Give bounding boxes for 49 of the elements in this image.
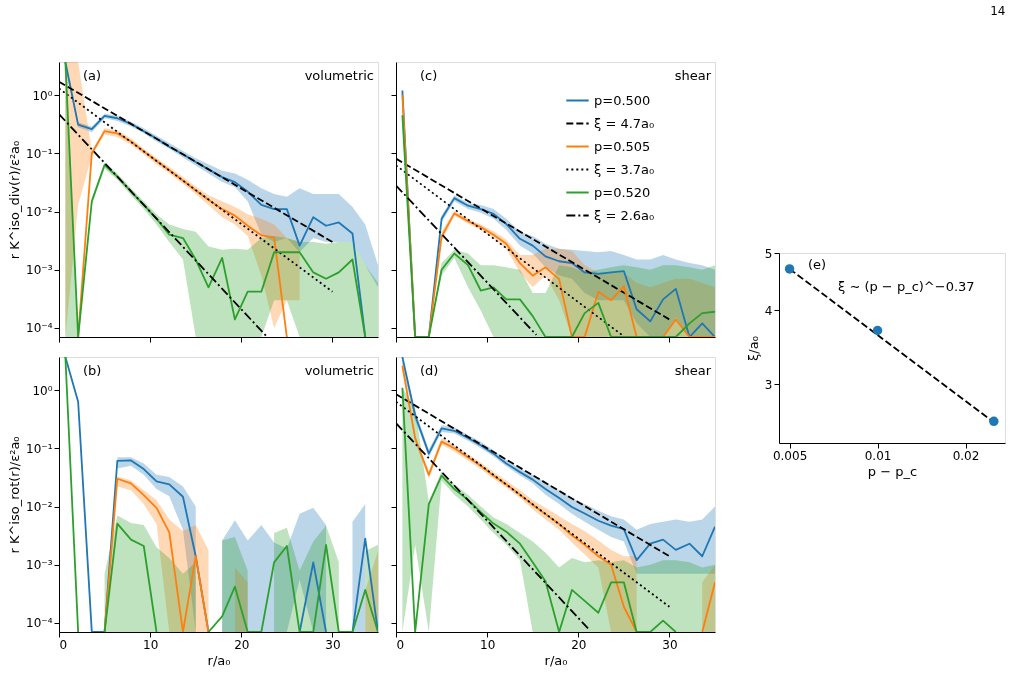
y-tick-label: 10⁻⁴ bbox=[26, 616, 53, 631]
x-tick-label: 10 bbox=[480, 637, 496, 652]
y-axis-title: r K^iso_rot(r)/ε²a₀ bbox=[7, 436, 23, 554]
x-tick-label: 0.02 bbox=[952, 448, 980, 463]
x-tick-label: 30 bbox=[662, 637, 678, 652]
y-tick-label: 10⁻² bbox=[26, 500, 53, 515]
annotation: shear bbox=[674, 68, 712, 83]
legend-label: ξ = 3.7a₀ bbox=[594, 161, 655, 177]
x-tick-label: 20 bbox=[234, 637, 250, 652]
y-tick-label: 5 bbox=[764, 246, 773, 261]
annotation: (a) bbox=[83, 68, 102, 83]
y-tick-label: 10⁻¹ bbox=[26, 441, 53, 456]
y-tick-label: 10⁻³ bbox=[26, 263, 53, 278]
x-tick-label: 0 bbox=[59, 637, 68, 652]
y-tick-label: 10⁰ bbox=[32, 383, 53, 398]
y-axis-title: r K^iso_div(r)/ε²a₀ bbox=[7, 140, 23, 260]
annotation: (e) bbox=[808, 257, 827, 272]
x-axis-title: p − p_c bbox=[867, 463, 918, 479]
annotation: (d) bbox=[420, 363, 439, 378]
annotation: shear bbox=[674, 363, 712, 378]
x-axis-title: r/a₀ bbox=[544, 652, 568, 668]
x-tick-label: 0 bbox=[396, 637, 405, 652]
y-axis-title: ξ/a₀ bbox=[745, 336, 761, 361]
x-tick-label: 30 bbox=[325, 637, 341, 652]
text: 14 bbox=[990, 3, 1006, 18]
legend-label: p=0.500 bbox=[594, 92, 651, 108]
y-tick-label: 10⁻¹ bbox=[26, 146, 53, 161]
annotation: volumetric bbox=[304, 68, 374, 83]
annotation: volumetric bbox=[304, 363, 374, 378]
x-tick-label: 20 bbox=[571, 637, 587, 652]
y-tick-label: 10⁻² bbox=[26, 205, 53, 220]
y-tick-label: 10⁻⁴ bbox=[26, 321, 53, 336]
x-axis-title: r/a₀ bbox=[207, 652, 231, 668]
y-tick-label: 10⁻³ bbox=[26, 558, 53, 573]
annotation: (c) bbox=[420, 68, 438, 83]
legend-label: p=0.520 bbox=[594, 184, 651, 200]
legend-label: p=0.505 bbox=[594, 138, 651, 154]
annotation: ξ ∼ (p − p_c)^−0.37 bbox=[838, 279, 975, 294]
line-series bbox=[77, 130, 288, 337]
y-tick-label: 3 bbox=[764, 377, 773, 392]
x-tick-label: 0.01 bbox=[864, 448, 892, 463]
annotation: (b) bbox=[83, 363, 102, 378]
line-series bbox=[103, 477, 210, 632]
x-tick-label: 10 bbox=[143, 637, 159, 652]
y-tick-label: 10⁰ bbox=[32, 88, 53, 103]
legend-label: ξ = 2.6a₀ bbox=[594, 207, 655, 223]
y-tick-label: 4 bbox=[764, 303, 773, 318]
legend-label: ξ = 4.7a₀ bbox=[594, 115, 655, 131]
x-tick-label: 0.005 bbox=[772, 448, 808, 463]
